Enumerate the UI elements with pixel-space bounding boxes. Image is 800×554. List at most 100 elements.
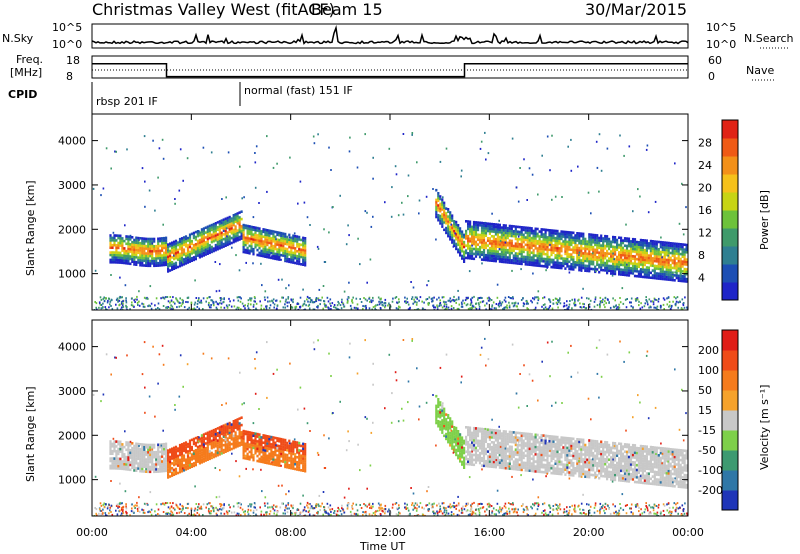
velocity-cell — [176, 471, 180, 475]
power-cell — [437, 218, 440, 222]
power-noise — [653, 297, 656, 300]
power-cell — [606, 240, 609, 243]
velocity-cell — [125, 460, 128, 464]
power-sparse — [432, 188, 434, 190]
power-cell — [530, 258, 533, 262]
power-cell — [590, 243, 593, 246]
power-cell — [540, 259, 543, 263]
power-noise — [653, 306, 655, 309]
power-cell — [671, 276, 674, 279]
power-cell — [284, 252, 287, 255]
power-cell — [463, 257, 466, 261]
velocity-cell — [180, 450, 184, 453]
power-cell — [262, 230, 265, 234]
power-cell — [443, 204, 446, 207]
power-cell — [145, 244, 148, 248]
power-cell — [204, 243, 207, 247]
velocity-cell — [218, 443, 221, 446]
power-cell — [443, 221, 446, 224]
power-noise — [554, 297, 557, 300]
power-cell — [669, 246, 672, 250]
power-cell — [647, 256, 650, 260]
power-cell — [500, 250, 503, 254]
velocity-cell — [260, 436, 263, 439]
velocity-cell — [220, 425, 223, 428]
power-cell — [542, 252, 545, 256]
velocity-cell — [115, 459, 118, 463]
power-cell — [208, 229, 211, 233]
velocity-cell — [212, 438, 215, 442]
velocity-cell — [298, 458, 301, 462]
power-cell — [486, 256, 490, 260]
power-cell — [488, 227, 491, 231]
power-cell — [655, 272, 658, 275]
velocity-cell — [296, 465, 299, 469]
power-cell — [234, 239, 237, 243]
power-cell — [218, 244, 221, 248]
power-cell — [288, 238, 291, 242]
power-cell — [447, 225, 450, 228]
power-cell — [174, 242, 178, 245]
power-cell — [474, 255, 478, 258]
velocity-cell — [171, 474, 174, 477]
power-cell — [526, 241, 529, 244]
power-cell — [528, 239, 531, 242]
power-noise — [236, 296, 239, 299]
power-cell — [212, 239, 215, 243]
velocity-cell — [139, 455, 142, 458]
power-cell — [625, 247, 629, 250]
power-cell — [135, 263, 138, 266]
power-noise — [416, 308, 418, 310]
power-noise — [281, 296, 283, 299]
power-sparse — [578, 251, 581, 254]
power-noise — [650, 300, 652, 303]
power-cell — [127, 240, 130, 243]
power-cell — [248, 225, 251, 228]
power-cell — [576, 244, 579, 247]
power-cell — [641, 263, 644, 266]
power-cell — [182, 260, 186, 264]
power-cell — [502, 250, 505, 254]
power-cell — [482, 248, 486, 252]
power-cell — [484, 229, 488, 233]
power-cell — [230, 219, 233, 223]
power-cell — [232, 233, 235, 237]
power-sparse — [570, 169, 573, 172]
power-cell — [532, 259, 535, 262]
power-cell — [208, 236, 211, 240]
power-cell — [588, 269, 591, 273]
velocity-cell — [157, 463, 160, 466]
velocity-cell — [232, 437, 235, 440]
power-cell — [176, 258, 180, 261]
power-cell — [566, 245, 569, 249]
power-noise — [389, 305, 392, 308]
power-sparse — [452, 242, 455, 245]
power-cell — [131, 243, 134, 246]
power-cell — [542, 247, 545, 251]
power-cell — [534, 259, 537, 262]
power-cell — [480, 243, 484, 247]
power-cell — [629, 254, 633, 258]
velocity-cell — [296, 460, 299, 464]
velocity-cell — [252, 453, 255, 457]
power-cell — [639, 272, 642, 276]
power-cell — [635, 274, 638, 278]
power-cell — [254, 243, 257, 247]
power-cell — [538, 259, 541, 263]
power-noise — [492, 301, 495, 304]
power-cell — [494, 245, 497, 248]
power-cell — [236, 222, 239, 225]
power-cell — [657, 255, 660, 258]
power-sparse — [402, 213, 405, 216]
velocity-cell — [125, 458, 128, 461]
power-cell — [111, 243, 114, 247]
power-cell — [439, 197, 442, 201]
power-cell — [463, 260, 466, 263]
power-noise — [172, 301, 175, 304]
power-cell — [645, 239, 648, 242]
power-cell — [566, 248, 569, 251]
power-cell — [490, 235, 493, 238]
power-cell — [453, 220, 456, 223]
velocity-cell — [182, 449, 186, 453]
velocity-cell — [159, 443, 162, 446]
